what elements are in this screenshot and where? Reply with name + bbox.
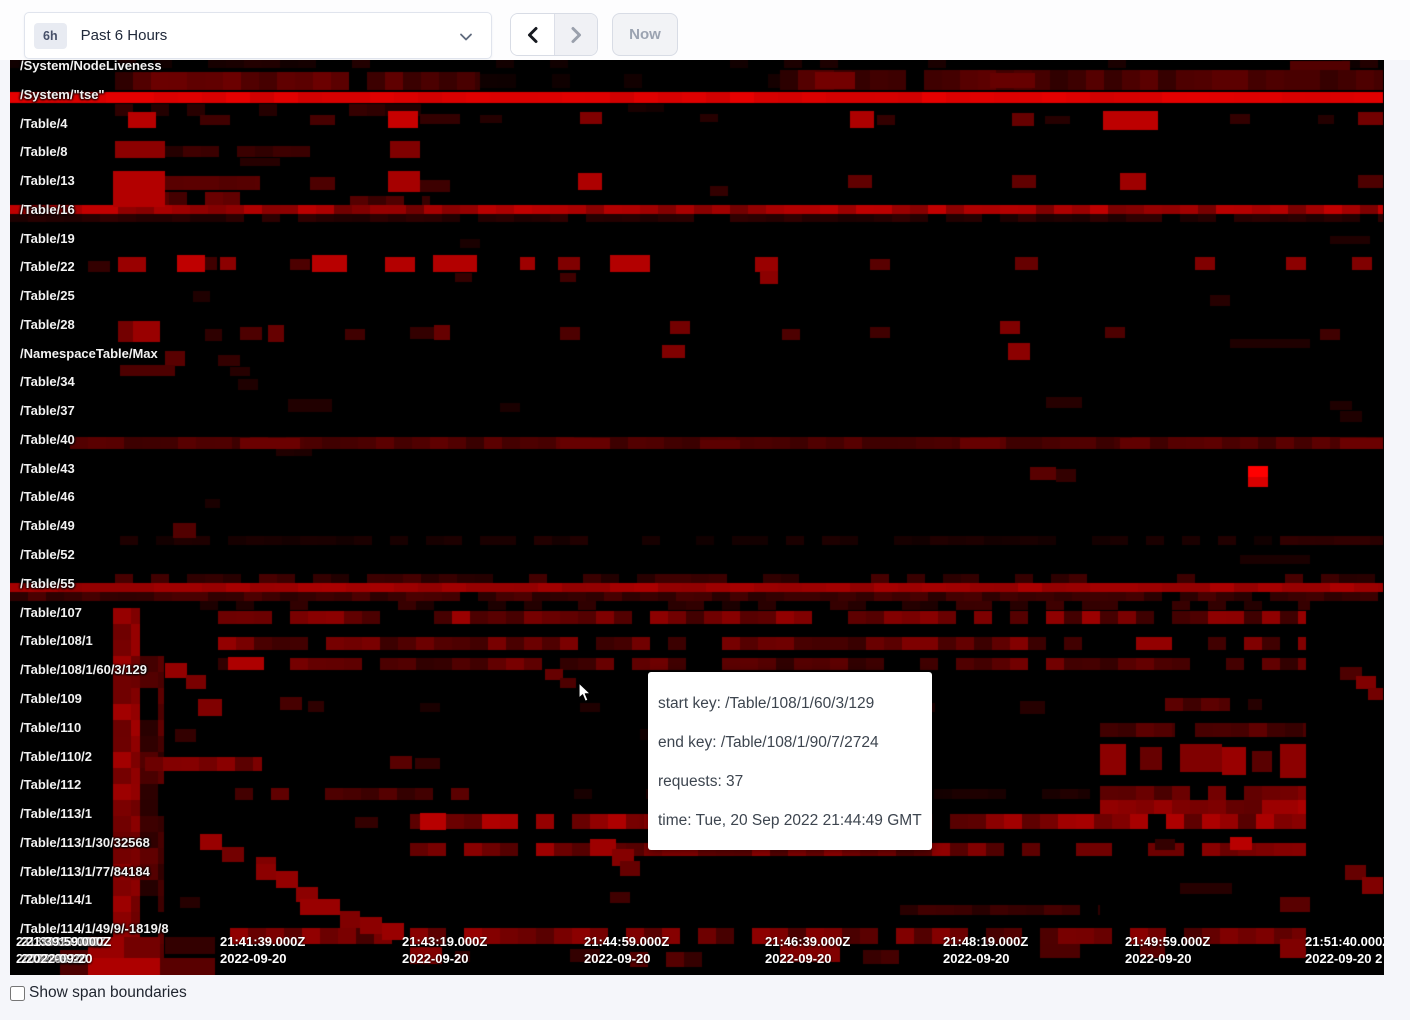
row-label: /Table/28 <box>20 317 75 332</box>
row-label: /Table/113/1/77/84184 <box>20 864 150 879</box>
row-label: /Table/49 <box>20 518 75 533</box>
footer: Show span boundaries <box>10 984 187 1002</box>
row-label: /Table/43 <box>20 461 75 476</box>
row-label: /Table/113/1/30/32568 <box>20 835 150 850</box>
row-label: /Table/16 <box>20 202 75 217</box>
time-tick: 21:36:39.000Z 2022-09-20 <box>16 934 102 966</box>
time-tick: 21:38:19.000Z 2022-09-20 <box>21 934 107 966</box>
row-label: /Table/22 <box>20 259 75 274</box>
chevron-left-icon <box>527 26 537 43</box>
row-label: /Table/110/2 <box>20 749 93 764</box>
row-label: /Table/108/1 <box>20 633 93 648</box>
time-window-badge: 6h <box>34 22 67 49</box>
time-window-label: Past 6 Hours <box>80 27 168 44</box>
row-label: /Table/107 <box>20 605 82 620</box>
row-label: /Table/52 <box>20 547 75 562</box>
row-label: /Table/8 <box>20 144 68 159</box>
time-nav-buttons <box>510 13 598 56</box>
show-span-boundaries-checkbox[interactable] <box>10 985 25 1001</box>
row-label: /Table/114/1 <box>20 892 93 907</box>
time-tick: 21:51:40.000Z 2022-09-20 2 <box>1305 934 1384 966</box>
row-label: /Table/110 <box>20 720 82 735</box>
checkbox-label[interactable]: Show span boundaries <box>29 984 187 1001</box>
row-label: /Table/114/1/49/9/-1819/8 <box>20 921 169 936</box>
row-label: /Table/13 <box>20 173 75 188</box>
row-label: /System/NodeLiveness <box>20 60 162 73</box>
row-label: /Table/46 <box>20 489 75 504</box>
tooltip-end-key: end key: /Table/108/1/90/7/2724 <box>658 734 879 751</box>
row-label: /Table/55 <box>20 576 75 591</box>
row-label: /Table/108/1/60/3/129 <box>20 662 147 677</box>
key-visualizer-chart[interactable]: /System/NodeLiveness/System/"tse" /Table/… <box>10 60 1384 975</box>
row-label: /Table/25 <box>20 288 75 303</box>
tooltip-requests: requests: 37 <box>658 773 744 790</box>
row-label: /Table/34 <box>20 374 75 389</box>
toolbar: 6h Past 6 Hours Now <box>0 0 1410 60</box>
row-label: /Table/37 <box>20 403 75 418</box>
chevron-down-icon <box>460 33 472 41</box>
row-label: /System/"tse" <box>20 87 105 102</box>
time-tick: 21:46:39.000Z 2022-09-20 <box>765 934 851 966</box>
hover-tooltip: start key: /Table/108/1/60/3/129 end key… <box>648 672 932 850</box>
chevron-right-icon <box>571 26 581 43</box>
time-tick: 21:48:19.000Z 2022-09-20 <box>943 934 1029 966</box>
mouse-cursor <box>578 682 591 702</box>
row-label: /Table/19 <box>20 231 75 246</box>
row-label: /Table/109 <box>20 691 82 706</box>
time-tick: 21:44:59.000Z 2022-09-20 <box>584 934 670 966</box>
tooltip-start-key: start key: /Table/108/1/60/3/129 <box>658 695 875 712</box>
time-tick: 21:39:59.000Z 2022-09-20 <box>26 934 112 966</box>
row-label: /NamespaceTable/Max <box>20 346 158 361</box>
row-label: /Table/113/1 <box>20 806 93 821</box>
time-tick: 21:49:59.000Z 2022-09-20 <box>1125 934 1211 966</box>
row-label: /Table/4 <box>20 116 68 131</box>
row-label: /Table/112 <box>20 777 82 792</box>
time-tick: 21:41:39.000Z 2022-09-20 <box>220 934 306 966</box>
prev-time-button[interactable] <box>511 14 554 55</box>
time-tick: 21:43:19.000Z 2022-09-20 <box>402 934 488 966</box>
tooltip-time: time: Tue, 20 Sep 2022 21:44:49 GMT <box>658 812 922 829</box>
next-time-button[interactable] <box>554 14 597 55</box>
time-window-dropdown[interactable]: 6h Past 6 Hours <box>24 12 492 59</box>
row-label: /Table/40 <box>20 432 75 447</box>
now-button[interactable]: Now <box>612 13 678 56</box>
